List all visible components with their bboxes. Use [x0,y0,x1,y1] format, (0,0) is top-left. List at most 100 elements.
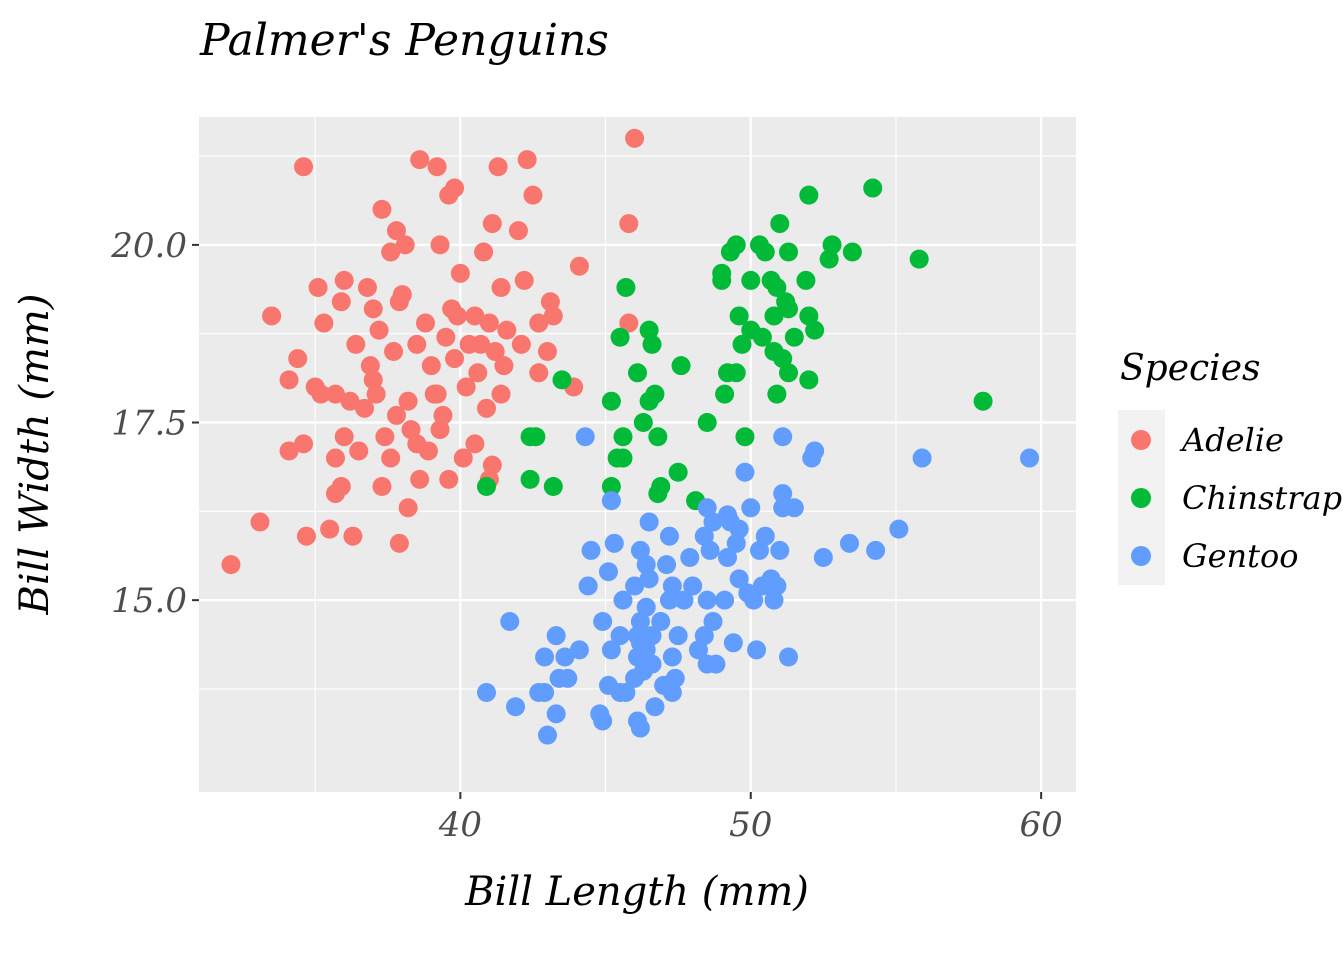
point-adelie [357,278,377,298]
point-adelie [468,363,488,383]
point-chinstrap [822,235,842,255]
point-adelie [529,363,549,383]
point-adelie [453,448,473,468]
point-adelie [517,150,537,170]
point-adelie [410,150,430,170]
point-gentoo [741,498,761,518]
point-adelie [430,235,450,255]
point-chinstrap [715,384,735,404]
point-adelie [474,242,494,262]
point-chinstrap [732,334,752,354]
point-chinstrap [601,391,621,411]
point-adelie [381,448,401,468]
point-adelie [540,292,560,312]
point-chinstrap [773,349,793,369]
x-tick-label: 40 [438,805,482,845]
point-adelie [482,214,502,234]
point-adelie [529,313,549,333]
axis-ticks [192,243,1043,799]
point-gentoo [546,704,566,724]
point-gentoo [683,576,703,596]
point-adelie [471,334,491,354]
y-tick-label: 17.5 [111,404,187,444]
point-chinstrap [648,427,668,447]
point-adelie [456,377,476,397]
legend-key-adelie [1131,430,1151,450]
point-gentoo [625,576,645,596]
point-adelie [625,128,645,148]
point-gentoo [535,683,555,703]
point-chinstrap [842,242,862,262]
legend-key-chinstrap [1131,488,1151,508]
point-adelie [294,157,314,177]
point-adelie [372,199,392,219]
point-gentoo [659,590,679,610]
point-adelie [450,263,470,283]
point-gentoo [630,611,650,631]
point-adelie [445,349,465,369]
point-gentoo [680,548,700,568]
point-chinstrap [671,356,691,376]
point-adelie [485,341,505,361]
point-adelie [363,299,383,319]
point-gentoo [537,725,557,745]
point-adelie [395,235,415,255]
point-gentoo [651,611,671,631]
point-adelie [386,221,406,241]
point-adelie [262,306,282,326]
point-adelie [343,526,363,546]
point-chinstrap [697,413,717,433]
point-gentoo [628,647,647,667]
point-gentoo [601,640,621,660]
point-gentoo [569,640,589,660]
point-gentoo [755,526,775,546]
point-gentoo [593,611,613,631]
point-gentoo [813,548,833,568]
point-gentoo [706,654,726,674]
point-adelie [537,341,557,361]
point-adelie [331,292,351,312]
tick-labels: 40 50 60 15.0 17.5 20.0 [110,226,1062,845]
point-chinstrap [779,363,799,383]
point-chinstrap [668,462,688,482]
point-adelie [375,427,395,447]
point-adelie [407,334,427,354]
point-adelie [619,313,639,333]
point-chinstrap [639,320,659,340]
point-adelie [325,384,345,404]
point-chinstrap [755,242,775,262]
point-gentoo [476,683,496,703]
point-gentoo [697,498,717,518]
point-chinstrap [613,427,633,447]
point-gentoo [598,562,618,582]
point-adelie [349,441,369,461]
y-tick-label: 15.0 [111,581,187,621]
point-chinstrap [973,391,993,411]
point-chinstrap [552,370,572,390]
point-chinstrap [543,476,563,496]
point-gentoo [604,533,624,553]
point-gentoo [558,668,578,688]
point-gentoo [500,611,520,631]
point-adelie [325,448,345,468]
point-adelie [288,349,308,369]
point-gentoo [839,533,859,553]
point-gentoo [630,540,650,560]
point-gentoo [636,597,656,617]
point-gentoo [610,683,630,703]
point-gentoo [720,512,740,532]
point-adelie [427,157,447,177]
point-adelie [294,434,314,454]
point-gentoo [700,540,720,560]
point-chinstrap [616,278,636,298]
point-adelie [465,434,485,454]
point-chinstrap [735,427,755,447]
point-adelie [340,391,360,411]
point-adelie [279,441,299,461]
point-chinstrap [628,363,647,383]
point-chinstrap [741,270,761,290]
point-adelie [363,370,383,390]
point-adelie [398,498,418,518]
x-tick-label: 60 [1020,805,1063,845]
